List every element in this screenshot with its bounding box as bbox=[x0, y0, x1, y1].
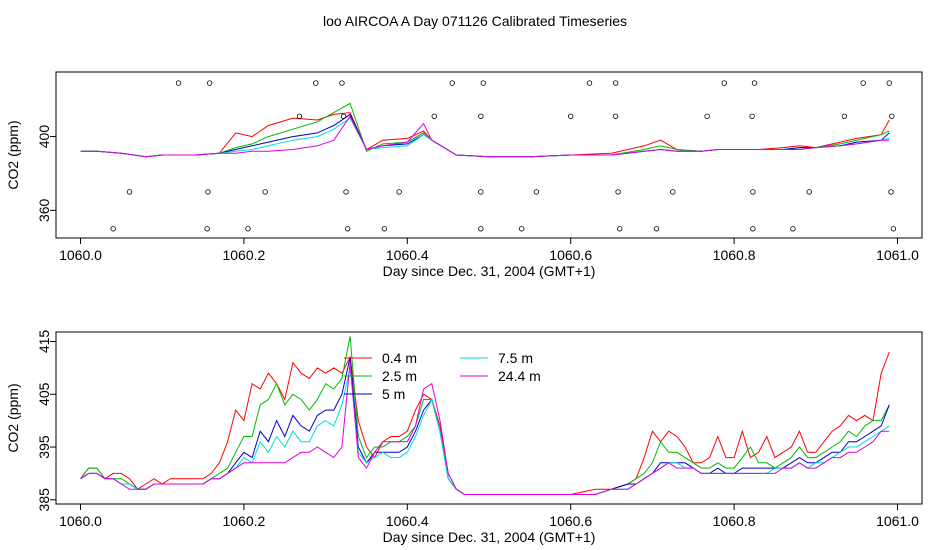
x-tick-label: 1060.2 bbox=[222, 513, 265, 529]
series-line bbox=[80, 117, 890, 158]
y-tick-label: 385 bbox=[36, 488, 52, 512]
data-point bbox=[670, 189, 676, 195]
legend-label: 24.4 m bbox=[498, 368, 541, 384]
legend-label: 2.5 m bbox=[382, 368, 417, 384]
legend: 0.4 m 2.5 m 5 m 7.5 m 24.4 m bbox=[344, 350, 541, 402]
y-tick-label: 405 bbox=[36, 382, 52, 406]
data-point bbox=[889, 113, 895, 119]
x-tick-label: 1060.6 bbox=[549, 247, 592, 263]
data-point bbox=[533, 189, 540, 195]
series-line bbox=[80, 357, 890, 495]
x-tick-label: 1060.4 bbox=[386, 513, 429, 529]
data-point bbox=[612, 80, 619, 86]
data-point bbox=[343, 189, 349, 195]
y-axis-label: CO2 (ppm) bbox=[5, 383, 21, 452]
data-point bbox=[586, 80, 593, 86]
data-point bbox=[841, 113, 848, 119]
series-line bbox=[80, 113, 890, 158]
data-point bbox=[478, 189, 484, 195]
legend-label: 0.4 m bbox=[382, 350, 417, 366]
data-point bbox=[296, 113, 303, 119]
data-point bbox=[750, 189, 756, 195]
data-point bbox=[567, 113, 574, 119]
data-point bbox=[344, 226, 351, 232]
data-point bbox=[704, 113, 710, 119]
data-point bbox=[245, 226, 251, 232]
data-point bbox=[806, 189, 812, 195]
data-point bbox=[790, 226, 796, 232]
data-point bbox=[262, 189, 268, 195]
data-point bbox=[518, 226, 525, 232]
y-tick-label: 415 bbox=[36, 330, 52, 354]
data-point bbox=[396, 189, 402, 195]
data-point bbox=[749, 113, 755, 119]
series-line bbox=[80, 362, 890, 495]
legend-label: 7.5 m bbox=[498, 350, 533, 366]
data-point bbox=[110, 226, 116, 232]
data-point bbox=[431, 113, 437, 119]
x-tick-label: 1060.0 bbox=[59, 247, 102, 263]
data-point bbox=[653, 226, 660, 232]
x-tick-label: 1061.0 bbox=[876, 247, 919, 263]
x-tick-label: 1060.8 bbox=[713, 247, 756, 263]
data-point bbox=[381, 226, 388, 232]
x-tick-label: 1060.2 bbox=[222, 247, 265, 263]
data-point bbox=[721, 80, 727, 86]
y-tick-label: 400 bbox=[36, 125, 52, 149]
data-point bbox=[313, 80, 319, 86]
bottom-panel: 1060.0 1060.2 1060.4 1060.6 1060.8 1061.0 385 3… bbox=[5, 330, 923, 545]
data-point bbox=[126, 189, 133, 195]
data-point bbox=[205, 189, 211, 195]
y-tick-label: 395 bbox=[36, 435, 52, 459]
x-tick-label: 1060.0 bbox=[59, 513, 102, 529]
data-point bbox=[860, 80, 866, 86]
data-point bbox=[617, 226, 623, 232]
x-axis-label: Day since Dec. 31, 2004 (GMT+1) bbox=[383, 263, 596, 279]
data-point bbox=[612, 113, 619, 119]
data-point bbox=[750, 226, 756, 232]
data-point bbox=[888, 189, 894, 195]
data-point bbox=[449, 80, 455, 86]
legend-label: 5 m bbox=[382, 386, 405, 402]
data-point bbox=[206, 80, 213, 86]
data-point bbox=[751, 80, 758, 86]
chart-title: loo AIRCOA A Day 071126 Calibrated Times… bbox=[323, 13, 627, 29]
data-point bbox=[175, 80, 182, 86]
data-point bbox=[615, 189, 621, 195]
data-point bbox=[478, 113, 484, 119]
series-line bbox=[80, 112, 890, 158]
x-tick-label: 1060.8 bbox=[713, 513, 756, 529]
x-axis-label: Day since Dec. 31, 2004 (GMT+1) bbox=[383, 529, 596, 545]
data-point bbox=[480, 80, 486, 86]
data-point bbox=[339, 80, 345, 86]
data-point bbox=[886, 80, 893, 86]
y-tick-label: 360 bbox=[36, 198, 52, 222]
series-line bbox=[80, 367, 890, 495]
plot-frame bbox=[55, 71, 923, 239]
series-line bbox=[80, 115, 890, 158]
x-tick-label: 1060.4 bbox=[386, 247, 429, 263]
x-tick-label: 1060.6 bbox=[549, 513, 592, 529]
data-point bbox=[890, 226, 897, 232]
top-panel: 1060.0 1060.2 1060.4 1060.6 1060.8 1061.0 360 4… bbox=[5, 71, 923, 279]
plot-frame bbox=[55, 331, 923, 505]
data-point bbox=[204, 226, 210, 232]
y-axis-label: CO2 (ppm) bbox=[5, 120, 21, 189]
data-point bbox=[478, 226, 484, 232]
x-tick-label: 1061.0 bbox=[876, 513, 919, 529]
series-line bbox=[80, 336, 890, 495]
data-point bbox=[340, 113, 347, 119]
